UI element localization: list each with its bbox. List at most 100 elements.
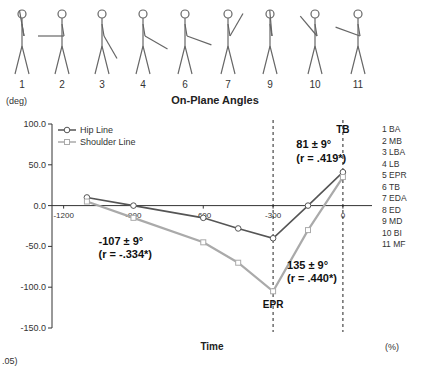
figure-label: 7 <box>225 79 231 90</box>
figure-line <box>142 18 143 46</box>
y-label: (deg) <box>6 96 27 106</box>
y-tick <box>48 328 52 329</box>
series-marker <box>200 215 206 221</box>
figure-line <box>62 46 69 74</box>
figure-line <box>104 36 117 59</box>
golfer-figure <box>38 10 69 74</box>
x-tick <box>203 206 204 209</box>
chart: 12346791011On-Plane Angles(deg)100.050.0… <box>0 0 434 369</box>
figure-line <box>227 18 228 46</box>
figure-line <box>187 36 211 45</box>
annotation: 81 ± 9° <box>296 138 331 150</box>
figure-line <box>178 46 185 74</box>
annotation: (r = .419*) <box>296 152 346 164</box>
series-marker <box>84 199 89 204</box>
figure-head <box>139 10 147 18</box>
figure-line <box>270 10 272 36</box>
figure-label: 9 <box>267 79 273 90</box>
golfer-figure <box>300 10 322 74</box>
phase-label: 6 TB <box>382 182 400 192</box>
y-tick-label: 100.0 <box>23 119 46 129</box>
figure-label: 6 <box>182 79 188 90</box>
annotation: -107 ± 9° <box>99 235 144 247</box>
series-marker <box>305 203 311 209</box>
figure-line <box>19 10 24 36</box>
series-marker <box>201 240 206 245</box>
golfer-figure <box>263 10 277 74</box>
phase-label: 5 EPR <box>382 170 407 180</box>
golfer-figure <box>95 10 117 74</box>
figure-line <box>145 36 168 49</box>
series-marker <box>270 235 276 241</box>
figure-label: 1 <box>19 79 25 90</box>
figure-line <box>314 18 315 46</box>
figure-line <box>102 24 104 36</box>
figure-line <box>308 46 315 74</box>
series-line <box>87 177 343 291</box>
figure-line <box>228 46 235 74</box>
figure-line <box>336 27 360 36</box>
series-marker <box>271 289 276 294</box>
phase-label: 2 MB <box>382 136 402 146</box>
phase-label: 7 EDA <box>382 193 407 203</box>
figure-line <box>315 46 322 74</box>
y-tick <box>48 205 52 206</box>
figure-line <box>136 46 143 74</box>
series-marker <box>236 260 241 265</box>
figure-line <box>62 24 64 36</box>
figure-line <box>358 24 360 36</box>
series-marker <box>306 228 311 233</box>
phase-label: 10 BI <box>382 228 402 238</box>
figure-label: 4 <box>140 79 146 90</box>
figure-line <box>300 16 317 36</box>
figure-line <box>22 46 29 74</box>
figure-label: 3 <box>99 79 105 90</box>
annotation: 135 ± 9° <box>287 259 328 271</box>
figure-line <box>270 46 277 74</box>
x-tick-label: -1200 <box>53 211 74 220</box>
event-label: EPR <box>263 299 284 310</box>
title: On-Plane Angles <box>171 94 259 106</box>
figure-line <box>185 46 192 74</box>
y-axis <box>52 124 53 328</box>
series-marker <box>340 175 345 180</box>
x-unit: (%) <box>385 342 399 352</box>
figure-line <box>263 46 270 74</box>
y-tick-label: -150.0 <box>20 323 46 333</box>
y-tick <box>48 124 52 125</box>
golfer-figure <box>178 10 211 74</box>
figure-line <box>221 46 228 74</box>
figure-line <box>143 46 150 74</box>
figure-label: 11 <box>353 79 364 90</box>
figure-line <box>185 24 187 36</box>
legend-marker <box>65 140 70 145</box>
phase-label: 11 MF <box>382 239 405 249</box>
phase-label: 8 ED <box>382 205 401 215</box>
phase-label: 9 MD <box>382 216 402 226</box>
y-tick-label: -50.0 <box>25 241 46 251</box>
series-marker <box>235 226 241 232</box>
figure-line <box>230 13 243 36</box>
phase-label: 3 LBA <box>382 147 405 157</box>
x-label: Time <box>200 341 224 352</box>
figure-line <box>101 18 102 46</box>
legend-marker <box>64 127 70 133</box>
figure-line <box>61 18 62 46</box>
legend-label: Shoulder Line <box>80 137 136 147</box>
series-group <box>84 169 346 293</box>
golfer-figure <box>136 10 168 74</box>
series-line <box>87 172 343 238</box>
figure-head <box>224 10 232 18</box>
series-marker <box>131 215 136 220</box>
figure-line <box>95 46 102 74</box>
figure-line <box>358 46 365 74</box>
figure-head <box>98 10 106 18</box>
event-label: TB <box>336 124 349 135</box>
y-tick-label: 50.0 <box>28 160 46 170</box>
figure-line <box>351 46 358 74</box>
legend-label: Hip Line <box>80 125 113 135</box>
annotation: (r = .440*) <box>287 272 337 284</box>
figure-line <box>38 35 64 36</box>
y-tick-label: -100.0 <box>20 282 46 292</box>
golfer-figure <box>221 10 243 74</box>
